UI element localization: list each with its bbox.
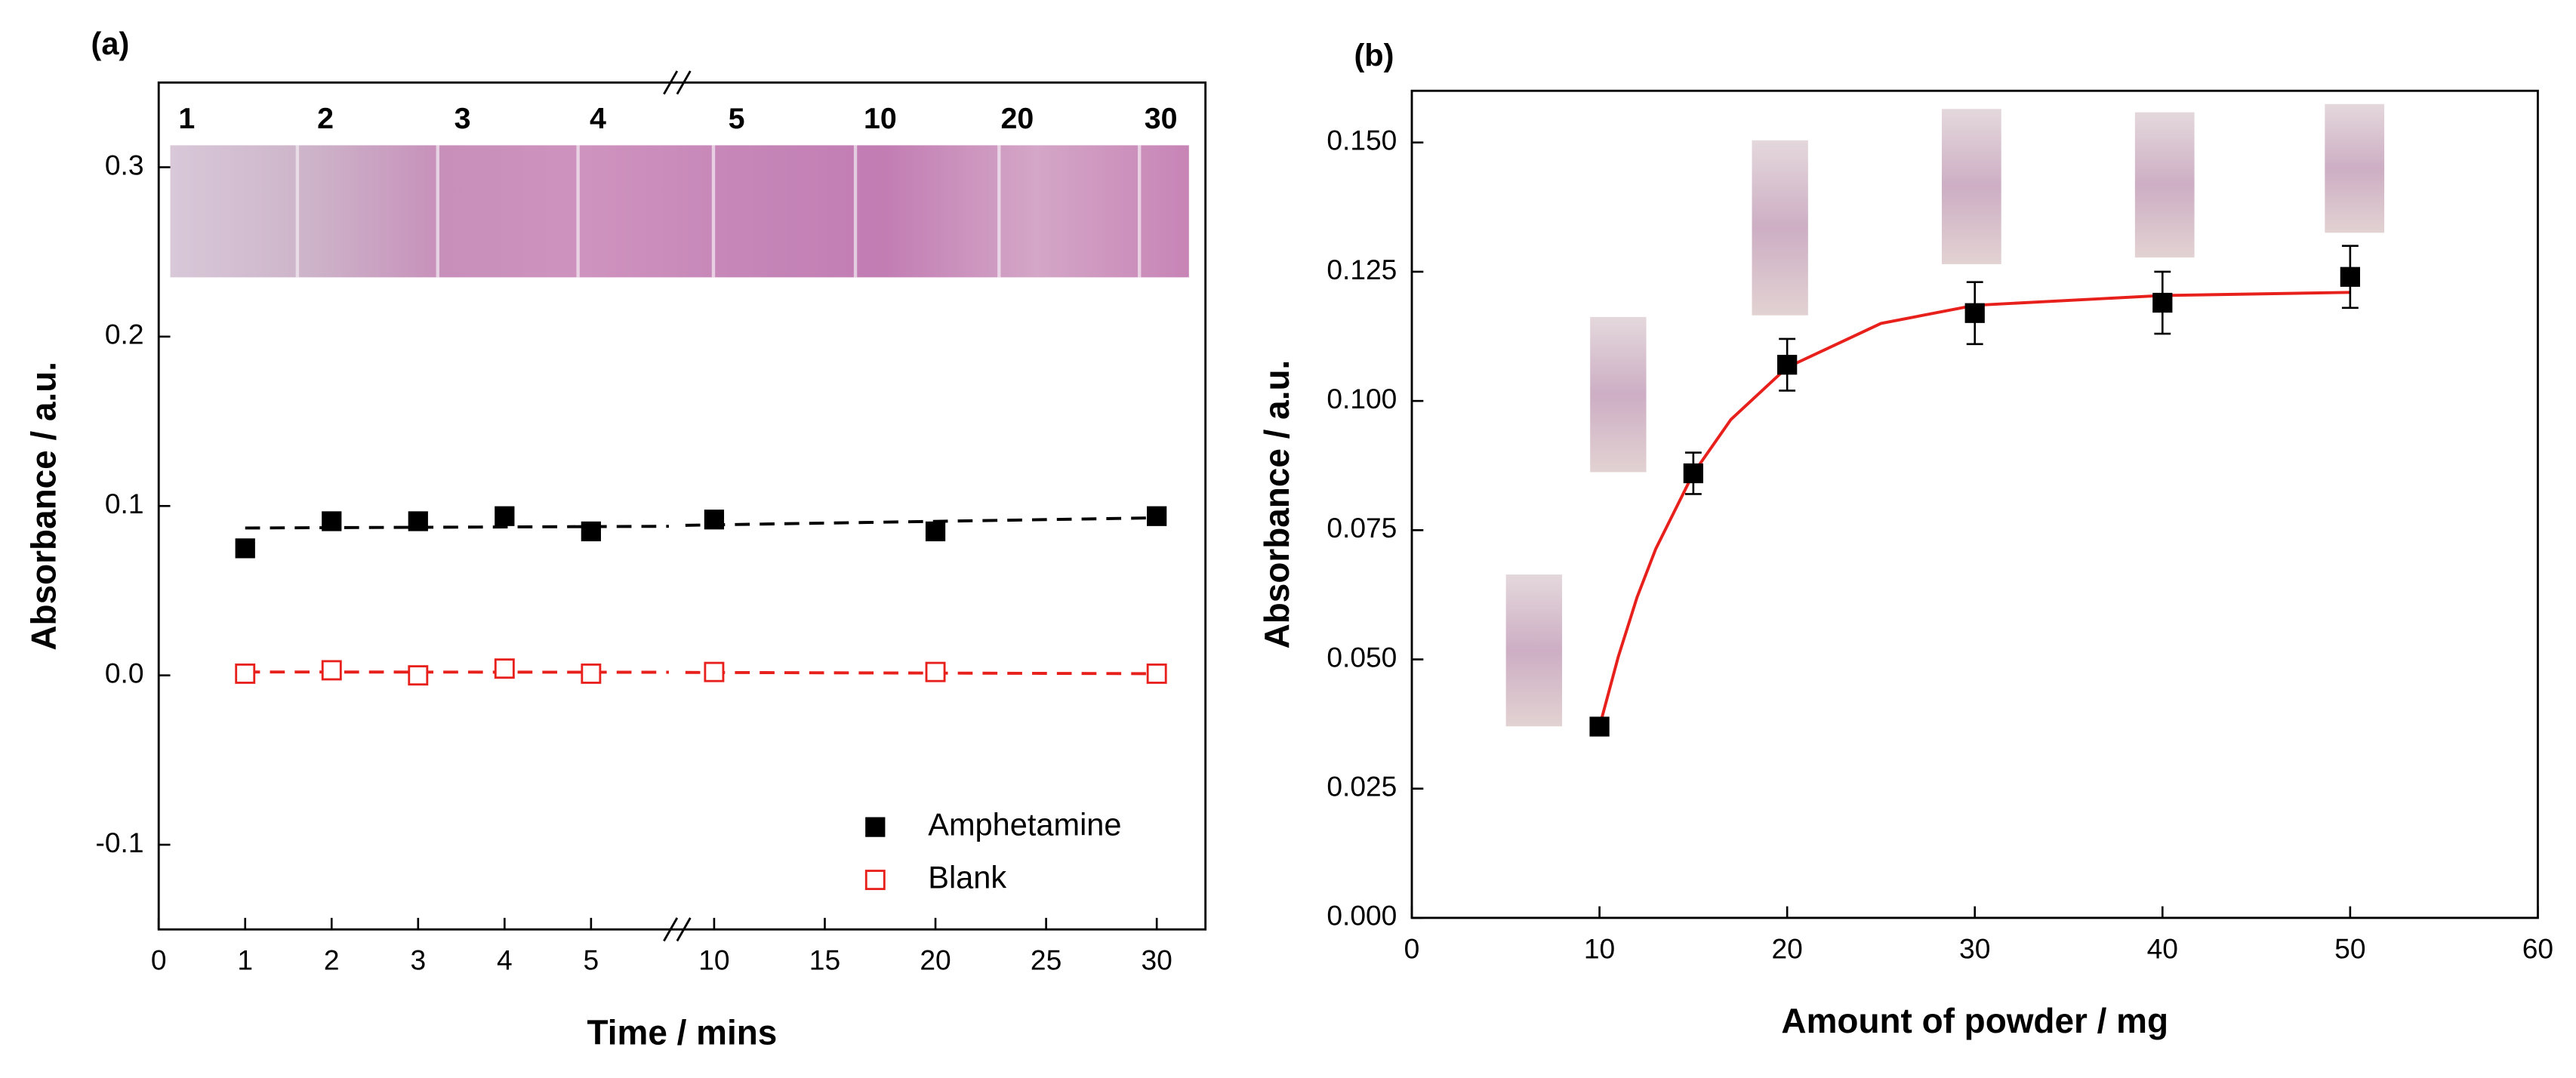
y-tick-label: 0.150 [1327,125,1397,156]
x-tick-label: 10 [1584,932,1615,964]
marker [235,538,255,559]
marker [1589,716,1610,737]
marker [925,521,946,542]
x-tick-label: 20 [920,944,951,976]
marker [2152,292,2173,313]
y-axis-label: Absorbance / a.u. [24,362,63,651]
y-tick-label: 0.100 [1327,383,1397,414]
photo-label: 20 [1000,102,1034,135]
photo-strip [170,145,1189,278]
fit-line [1598,291,2350,728]
marker [495,506,515,526]
marker [408,511,428,531]
marker [581,663,602,684]
legend-marker [864,870,886,891]
x-tick-label: 50 [2334,932,2365,964]
y-tick-label: 0.025 [1327,771,1397,802]
x-tick-label: 5 [584,944,599,976]
y-tick-label: -0.1 [95,827,143,858]
x-tick-label: 20 [1771,932,1802,964]
x-tick-label: 3 [410,944,426,976]
marker [322,511,342,531]
photo-label: 5 [729,102,745,135]
marker [2340,266,2360,287]
x-tick-label: 40 [2147,932,2178,964]
marker [1683,463,1703,484]
fit-line [245,516,1157,530]
marker [1964,303,1985,323]
legend-marker [865,817,886,837]
photo-label: 1 [178,102,195,135]
marker [494,658,515,679]
marker [408,665,429,686]
y-tick-label: 0.0 [105,657,144,688]
photo-label: 30 [1145,102,1178,135]
x-axis-label: Amount of powder / mg [1781,1001,2168,1040]
panel-label: (b) [1354,38,1394,73]
strip-dividers [295,145,1142,278]
legend-label: Amphetamine [928,807,1121,842]
y-tick-label: 0.000 [1327,900,1397,932]
x-tick-label: 1 [237,944,253,976]
panel-label: (a) [91,26,130,61]
x-tick-label: 4 [497,944,513,976]
marker [1147,506,1167,526]
y-tick-label: 0.2 [105,319,144,350]
marker [581,521,601,542]
y-tick-label: 0.075 [1327,512,1397,544]
marker [704,661,725,682]
x-tick-label: 15 [809,944,840,976]
x-tick-label: 2 [324,944,340,976]
y-tick-label: 0.050 [1327,641,1397,673]
marker [1146,663,1167,684]
tube-photos [1505,103,2385,727]
marker [235,663,256,684]
legend-label: Blank [928,860,1006,895]
marker [321,660,342,681]
y-tick-label: 0.3 [105,149,144,180]
y-tick-label: 0.1 [105,488,144,519]
fit-line [245,670,1157,676]
marker [925,661,946,682]
photo-label: 10 [864,102,897,135]
marker [704,510,725,530]
x-axis-label: Time / mins [587,1012,778,1052]
x-tick-label: 25 [1031,944,1062,976]
photo-label: 2 [317,102,334,135]
photo-label: 4 [590,102,606,135]
x-tick-label: 30 [1141,944,1172,976]
x-tick-label: 0 [1404,932,1420,964]
y-axis-label: Absorbance / a.u. [1257,360,1296,649]
x-tick-label: 30 [1959,932,1990,964]
y-tick-label: 0.125 [1327,254,1397,285]
photo-label: 3 [454,102,471,135]
x-tick-label: 60 [2522,932,2553,964]
marker [1777,355,1798,375]
x-tick-label: 0 [151,944,167,976]
x-tick-label: 10 [698,944,729,976]
